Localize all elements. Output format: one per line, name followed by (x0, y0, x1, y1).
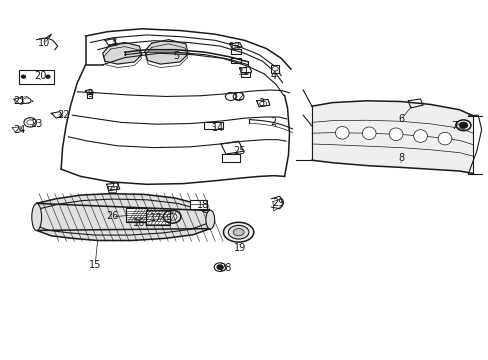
Polygon shape (37, 194, 210, 240)
Text: 18: 18 (196, 200, 209, 210)
Polygon shape (144, 40, 188, 64)
Text: 8: 8 (397, 153, 403, 163)
Text: 17: 17 (150, 213, 163, 223)
Ellipse shape (32, 203, 41, 230)
Ellipse shape (388, 128, 402, 140)
Text: 22: 22 (57, 110, 70, 120)
Ellipse shape (362, 127, 375, 140)
Ellipse shape (413, 130, 427, 142)
Circle shape (217, 265, 223, 269)
Ellipse shape (437, 132, 451, 145)
Ellipse shape (223, 222, 253, 242)
Text: 20: 20 (34, 71, 46, 81)
Text: 24: 24 (13, 125, 26, 135)
Ellipse shape (335, 126, 348, 139)
Circle shape (21, 75, 25, 78)
Text: 27: 27 (108, 182, 121, 192)
Ellipse shape (233, 229, 244, 236)
Text: 19: 19 (233, 243, 245, 253)
Text: 25: 25 (233, 146, 245, 156)
Text: 11: 11 (238, 67, 250, 77)
Bar (19, 70, 54, 84)
Bar (271, 65, 279, 73)
Text: 12: 12 (233, 92, 245, 102)
Text: 3: 3 (258, 98, 264, 108)
Circle shape (459, 122, 467, 128)
Text: 1: 1 (112, 38, 118, 48)
Bar (204, 122, 223, 129)
Bar (126, 208, 146, 222)
Text: 15: 15 (89, 260, 102, 270)
Polygon shape (102, 42, 142, 64)
Bar (189, 200, 206, 209)
Text: 9: 9 (87, 89, 93, 99)
Text: 21: 21 (13, 96, 26, 106)
Text: 5: 5 (173, 51, 179, 61)
Text: 6: 6 (397, 114, 403, 124)
Polygon shape (311, 101, 472, 174)
Text: 13: 13 (228, 42, 241, 52)
Text: 23: 23 (30, 119, 43, 129)
Ellipse shape (205, 210, 214, 229)
Text: 7: 7 (451, 121, 457, 131)
Text: 10: 10 (38, 38, 50, 48)
Circle shape (46, 75, 50, 78)
Text: 4: 4 (270, 71, 276, 81)
Text: 14: 14 (211, 123, 224, 133)
Text: 26: 26 (106, 211, 119, 221)
Text: 2: 2 (270, 117, 276, 127)
Text: 16: 16 (133, 218, 145, 228)
Text: 28: 28 (218, 263, 231, 273)
Bar (145, 210, 170, 225)
Text: 29: 29 (272, 198, 285, 208)
Ellipse shape (228, 225, 248, 239)
